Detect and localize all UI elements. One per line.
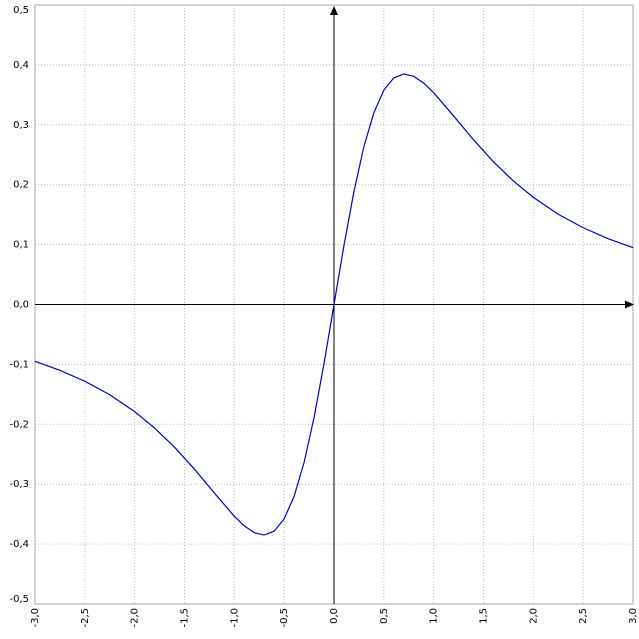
x-tick-label: -1,0 <box>229 608 240 628</box>
x-tick-label: -2,5 <box>80 608 91 628</box>
x-tick-label: 0,0 <box>329 608 340 624</box>
y-tick-label: -0,4 <box>9 539 29 550</box>
y-tick-label: 0,0 <box>13 300 29 311</box>
x-tick-label: -2,0 <box>130 608 141 628</box>
x-tick-label: 1,5 <box>479 608 490 624</box>
y-tick-label: 0,3 <box>13 120 29 131</box>
x-tick-label: 0,5 <box>379 608 390 624</box>
y-tick-label: 0,1 <box>13 240 29 251</box>
y-tick-label: 0,2 <box>13 180 29 191</box>
y-tick-label: -0,3 <box>9 479 29 490</box>
x-tick-label: 2,0 <box>528 608 539 624</box>
x-tick-label: 3,0 <box>628 608 639 624</box>
x-tick-label: -3,0 <box>30 608 41 628</box>
y-tick-label: -0,2 <box>9 419 29 430</box>
x-tick-label: 1,0 <box>429 608 440 624</box>
y-tick-label: -0,5 <box>9 594 29 605</box>
x-axis-arrow <box>625 300 634 309</box>
y-axis-arrow <box>330 6 338 15</box>
y-tick-label: 0,5 <box>13 5 29 16</box>
y-tick-label: 0,4 <box>13 60 29 71</box>
x-tick-label: -1,5 <box>180 608 191 628</box>
y-tick-label: -0,1 <box>9 359 29 370</box>
curve <box>34 73 634 536</box>
x-tick-label: 2,5 <box>578 608 589 624</box>
x-tick-label: -0,5 <box>279 608 290 628</box>
